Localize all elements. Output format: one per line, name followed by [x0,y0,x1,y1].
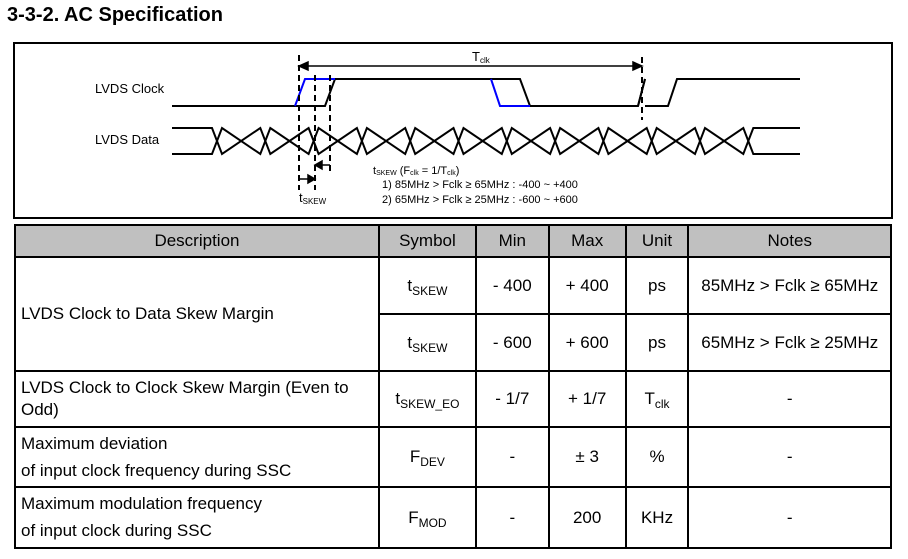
max-cell: + 400 [547,256,627,315]
section-title: 3-3-2. AC Specification [7,4,223,26]
notes-cell: 85MHz > Fclk ≥ 65MHz [687,256,892,315]
timing-diagram: LVDS Clock LVDS Data Tclk tSKEW tSKEW (F… [13,42,893,219]
clock-waveform [172,78,800,107]
symbol-cell: FMOD [377,486,477,549]
unit-cell: Tclk [624,370,690,428]
notes-cell: - [687,486,892,549]
header-min: Min [474,224,550,258]
max-cell: ± 3 [547,426,627,488]
unit-cell: ps [624,256,690,315]
tclk-label: Tclk [472,49,491,65]
unit-cell: % [624,426,690,488]
symbol-cell: tSKEW [377,313,477,372]
description-cell: LVDS Clock to Data Skew Margin [14,256,380,372]
table-row: LVDS Clock to Clock Skew Margin (Even to… [14,370,892,428]
header-unit: Unit [624,224,690,258]
description-cell: Maximum modulation frequency of input clo… [14,486,380,549]
table-header: Description Symbol Min Max Unit Notes [14,224,892,258]
clock-label: LVDS Clock [95,81,165,96]
header-max: Max [547,224,627,258]
symbol-cell: tSKEW [377,256,477,315]
ac-spec-table: Description Symbol Min Max Unit Notes LV… [14,224,892,549]
max-cell: + 1/7 [547,370,627,428]
skew-note-1: 1) 85MHz > Fclk ≥ 65MHz : -400 ~ +400 [382,179,578,191]
min-cell: - 1/7 [474,370,550,428]
symbol-cell: FDEV [377,426,477,488]
description-cell: LVDS Clock to Clock Skew Margin (Even to… [14,370,380,428]
dashed-markers [298,55,643,190]
notes-cell: - [687,426,892,488]
tskew-label: tSKEW [299,190,327,206]
min-cell: - [474,426,550,488]
unit-cell: ps [624,313,690,372]
table-row: Maximum deviation of input clock frequenc… [14,426,892,488]
header-description: Description [14,224,380,258]
description-cell: Maximum deviation of input clock frequenc… [14,426,380,488]
min-cell: - 600 [474,313,550,372]
early-fall-edge [490,78,530,107]
data-label: LVDS Data [95,132,160,147]
arrows [297,60,644,185]
header-symbol: Symbol [377,224,477,258]
table-row: tSKEW - 600 + 600 ps 65MHz > Fclk ≥ 25MH… [15,313,892,372]
min-cell: - 400 [474,256,550,315]
data-waveform [172,126,800,156]
header-notes: Notes [687,224,892,258]
table-row: LVDS Clock to Data Skew Margin tSKEW - 4… [14,256,892,372]
diagram-frame [13,42,893,219]
data-eye-line [172,126,800,156]
max-cell: + 600 [547,313,627,372]
table-row: Maximum modulation frequency of input clo… [14,486,892,549]
max-cell: 200 [547,486,627,549]
symbol-cell: tSKEW_EO [377,370,477,428]
notes-cell: 65MHz > Fclk ≥ 25MHz [687,313,892,372]
min-cell: - [474,486,550,549]
unit-cell: KHz [624,486,690,549]
skew-note-title: tSKEW (Fclk = 1/Tclk) [373,165,459,177]
notes-cell: - [687,370,892,428]
skew-note-2: 2) 65MHz > Fclk ≥ 25MHz : -600 ~ +600 [382,194,578,206]
